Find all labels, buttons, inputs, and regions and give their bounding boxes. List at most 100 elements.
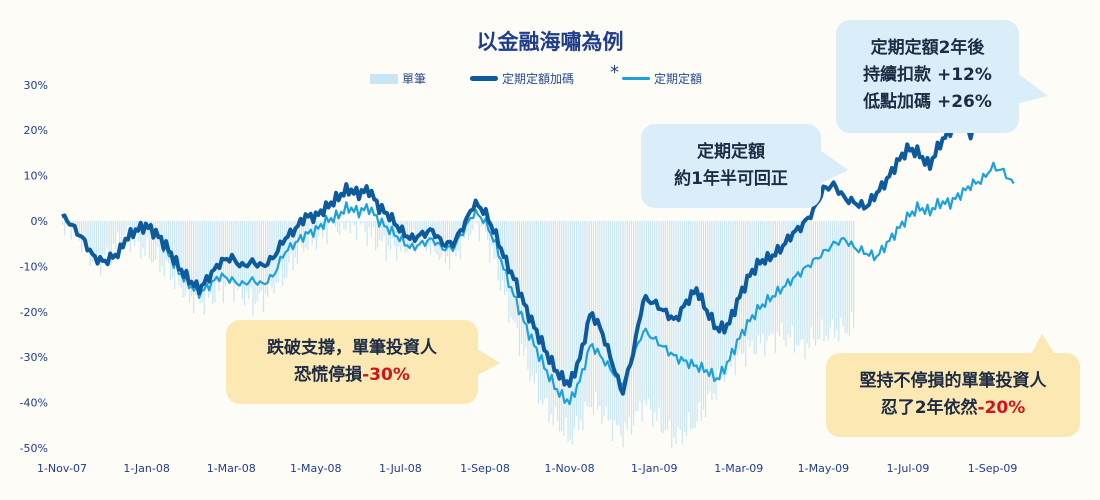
bar bbox=[675, 221, 677, 445]
bar bbox=[556, 221, 559, 422]
bar bbox=[539, 221, 542, 400]
legend-label-dca: 定期定額 bbox=[654, 72, 703, 86]
bar bbox=[193, 221, 195, 314]
x-tick-label: 1-May-08 bbox=[290, 462, 341, 475]
legend-label-dca-boost: 定期定額加碼 bbox=[502, 72, 575, 86]
bar bbox=[108, 221, 110, 254]
bar bbox=[121, 221, 123, 247]
bar bbox=[734, 221, 736, 376]
bar bbox=[485, 221, 487, 232]
bar bbox=[252, 221, 254, 316]
bar bbox=[478, 221, 480, 242]
bar bbox=[148, 221, 150, 260]
y-tick-label: -50% bbox=[20, 442, 48, 455]
bar bbox=[78, 221, 81, 241]
bar bbox=[523, 221, 525, 356]
bar bbox=[814, 221, 817, 346]
bar bbox=[660, 221, 662, 433]
y-tick-label: 30% bbox=[24, 79, 48, 92]
bar bbox=[222, 221, 224, 304]
bar bbox=[831, 221, 834, 320]
bar bbox=[349, 221, 351, 233]
bar bbox=[694, 221, 696, 429]
bar bbox=[417, 221, 419, 242]
bar bbox=[468, 221, 470, 241]
bar bbox=[611, 221, 614, 442]
bar bbox=[666, 221, 669, 430]
bar bbox=[315, 221, 317, 250]
bar bbox=[586, 221, 588, 406]
bar bbox=[599, 221, 601, 406]
bar bbox=[372, 221, 375, 227]
callout-dca-boost: 定期定額2年後 持續扣款 +12% 低點加碼 +26% bbox=[836, 20, 1019, 133]
bar bbox=[442, 221, 444, 243]
bar bbox=[396, 221, 398, 261]
bar bbox=[85, 221, 87, 248]
bar bbox=[548, 221, 550, 423]
bar bbox=[207, 221, 210, 298]
bar bbox=[246, 221, 248, 292]
chart-title: 以金融海嘯為例 bbox=[476, 30, 624, 54]
y-tick-label: 10% bbox=[24, 170, 48, 183]
bar bbox=[355, 221, 358, 240]
bar bbox=[345, 221, 347, 230]
bar bbox=[804, 221, 806, 360]
bar bbox=[620, 221, 622, 436]
bar bbox=[512, 221, 514, 320]
bar bbox=[757, 221, 760, 336]
bar bbox=[584, 221, 586, 403]
bar bbox=[823, 221, 825, 342]
callout-lump-panic-line2: 恐慌停損-30% bbox=[226, 362, 478, 389]
bar bbox=[770, 221, 772, 334]
bar bbox=[93, 221, 95, 255]
bar bbox=[489, 221, 491, 263]
bar bbox=[334, 221, 337, 228]
bar bbox=[218, 221, 220, 292]
bar bbox=[664, 221, 666, 430]
bar bbox=[370, 221, 372, 237]
bar bbox=[286, 221, 288, 278]
bar bbox=[679, 221, 681, 430]
bar bbox=[698, 221, 700, 403]
x-tick-label: 1-Sep-08 bbox=[460, 462, 510, 475]
bar bbox=[601, 221, 603, 424]
bar bbox=[658, 221, 660, 408]
callout-lump-panic: 跌破支撐，單筆投資人 恐慌停損-30% bbox=[226, 320, 478, 404]
bar bbox=[110, 221, 112, 266]
bar bbox=[408, 221, 411, 247]
bar bbox=[812, 221, 815, 340]
bar bbox=[673, 221, 675, 438]
bar bbox=[413, 221, 415, 229]
bar bbox=[692, 221, 694, 429]
bar bbox=[774, 221, 776, 353]
bar bbox=[237, 221, 239, 290]
bar bbox=[825, 221, 827, 336]
bar bbox=[241, 221, 243, 300]
bar bbox=[685, 221, 688, 437]
bar bbox=[70, 221, 72, 240]
bar bbox=[842, 221, 844, 327]
bar bbox=[696, 221, 698, 422]
x-tick-label: 1-May-09 bbox=[798, 462, 849, 475]
bar bbox=[239, 221, 241, 282]
bar bbox=[713, 221, 715, 394]
bar bbox=[294, 221, 296, 258]
bar bbox=[197, 221, 199, 294]
bar bbox=[76, 221, 79, 231]
bar bbox=[214, 221, 216, 303]
bar bbox=[307, 221, 309, 250]
bar bbox=[525, 221, 527, 348]
y-tick-label: -20% bbox=[20, 306, 48, 319]
bar bbox=[258, 221, 260, 294]
callout-dca-boost-tail bbox=[1016, 72, 1048, 104]
bar bbox=[567, 221, 569, 442]
y-tick-label: 20% bbox=[24, 124, 48, 137]
bar bbox=[284, 221, 286, 278]
bar bbox=[300, 221, 303, 247]
bar bbox=[288, 221, 290, 264]
bar bbox=[749, 221, 751, 347]
bar bbox=[681, 221, 683, 444]
bar bbox=[704, 221, 707, 418]
bar bbox=[127, 221, 129, 225]
bar bbox=[715, 221, 717, 400]
